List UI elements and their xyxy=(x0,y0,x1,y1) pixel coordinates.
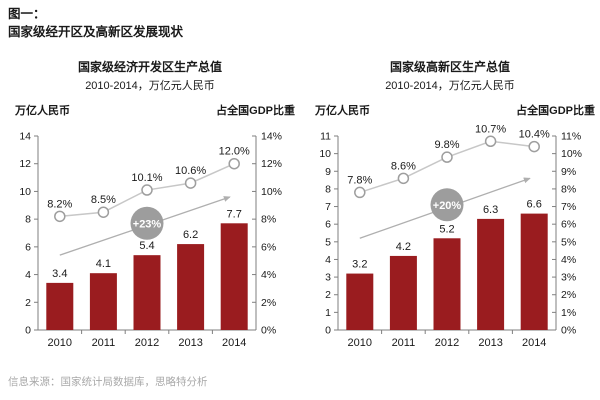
svg-text:1: 1 xyxy=(325,307,331,319)
svg-text:10%: 10% xyxy=(261,186,282,198)
svg-text:14%: 14% xyxy=(261,131,282,143)
svg-text:6.6: 6.6 xyxy=(527,199,542,211)
svg-text:4%: 4% xyxy=(561,254,576,266)
figure-title: 国家级经开区及高新区发展现状 xyxy=(8,23,184,39)
svg-text:2012: 2012 xyxy=(435,337,459,349)
svg-text:7: 7 xyxy=(325,201,331,213)
right-axis-label: 占全国GDP比重 xyxy=(516,105,595,117)
svg-text:+23%: +23% xyxy=(133,218,162,230)
svg-text:2: 2 xyxy=(325,289,331,301)
svg-text:12%: 12% xyxy=(261,158,282,170)
svg-text:1%: 1% xyxy=(561,307,576,319)
svg-text:4: 4 xyxy=(25,269,31,281)
axis-label-row: 万亿人民币 占全国GDP比重 xyxy=(0,102,300,118)
chart-economic-development-zones: 国家级经济开发区生产总值 2010-2014，万亿元人民币 万亿人民币 占全国G… xyxy=(0,58,300,365)
svg-text:2010: 2010 xyxy=(348,337,372,349)
left-axis-label: 万亿人民币 xyxy=(315,105,370,117)
svg-text:8: 8 xyxy=(325,183,331,195)
svg-text:0%: 0% xyxy=(561,325,576,337)
svg-text:10.6%: 10.6% xyxy=(175,165,206,177)
svg-text:6%: 6% xyxy=(261,241,276,253)
svg-text:5%: 5% xyxy=(561,236,576,248)
svg-text:2014: 2014 xyxy=(222,337,246,349)
svg-text:3: 3 xyxy=(325,272,331,284)
svg-text:3%: 3% xyxy=(561,272,576,284)
svg-text:2%: 2% xyxy=(561,289,576,301)
svg-text:5: 5 xyxy=(325,236,331,248)
svg-text:9: 9 xyxy=(325,166,331,178)
svg-text:8: 8 xyxy=(25,214,31,226)
svg-text:8%: 8% xyxy=(561,183,576,195)
svg-text:2012: 2012 xyxy=(135,337,159,349)
left-axis-label: 万亿人民币 xyxy=(15,105,70,117)
svg-text:12.0%: 12.0% xyxy=(219,146,250,158)
svg-text:2011: 2011 xyxy=(392,337,416,349)
svg-text:2013: 2013 xyxy=(178,337,202,349)
svg-text:6%: 6% xyxy=(561,219,576,231)
svg-text:10: 10 xyxy=(319,148,331,160)
svg-text:0%: 0% xyxy=(261,325,276,337)
chart-hightech-zones: 国家级高新区生产总值 2010-2014，万亿元人民币 万亿人民币 占全国GDP… xyxy=(300,58,600,365)
svg-text:10.1%: 10.1% xyxy=(131,172,162,184)
svg-text:8.5%: 8.5% xyxy=(91,194,116,206)
chart-plot-economic-development-zones: 0 2 4 6 8 10 12 14 0% 2% 4% 6% 8% 10% 12% 14% 2010 2011 20… xyxy=(19,131,282,350)
svg-text:6: 6 xyxy=(25,241,31,253)
right-axis-label: 占全国GDP比重 xyxy=(216,105,295,117)
svg-text:7.7: 7.7 xyxy=(227,208,242,220)
svg-text:10.7%: 10.7% xyxy=(475,123,506,135)
svg-text:4%: 4% xyxy=(261,269,276,281)
svg-text:4.1: 4.1 xyxy=(96,258,111,270)
axis-label-row: 万亿人民币 占全国GDP比重 xyxy=(300,102,600,118)
svg-text:9%: 9% xyxy=(561,166,576,178)
svg-text:10.4%: 10.4% xyxy=(519,129,550,141)
svg-text:2014: 2014 xyxy=(522,337,546,349)
svg-text:2: 2 xyxy=(25,297,31,309)
svg-text:8%: 8% xyxy=(261,214,276,226)
figure-label: 图一： xyxy=(8,6,46,21)
svg-text:8.6%: 8.6% xyxy=(391,160,416,172)
svg-text:10: 10 xyxy=(19,186,31,198)
svg-text:7%: 7% xyxy=(561,201,576,213)
svg-text:6.3: 6.3 xyxy=(483,204,498,216)
svg-text:+20%: +20% xyxy=(433,200,462,212)
charts-row: 国家级经济开发区生产总值 2010-2014，万亿元人民币 万亿人民币 占全国G… xyxy=(0,58,600,365)
svg-text:0: 0 xyxy=(325,325,331,337)
svg-text:4: 4 xyxy=(325,254,331,266)
svg-text:7.8%: 7.8% xyxy=(347,174,372,186)
svg-text:4.2: 4.2 xyxy=(396,241,411,253)
svg-text:2%: 2% xyxy=(261,297,276,309)
svg-text:11%: 11% xyxy=(561,131,581,143)
svg-text:11: 11 xyxy=(320,131,331,143)
svg-text:2013: 2013 xyxy=(478,337,502,349)
svg-text:12: 12 xyxy=(19,158,31,170)
source-note: 信息来源：国家统计局数据库，思略特分析 xyxy=(8,376,208,388)
svg-text:9.8%: 9.8% xyxy=(434,139,459,151)
chart-plot-hightech-zones: 0 1 2 3 4 5 6 7 8 9 10 11 0% 1% 2% 3% 4% 5% 6% 7% 8% 9% 10% 11%… xyxy=(319,123,582,349)
svg-text:14: 14 xyxy=(19,131,31,143)
svg-text:10%: 10% xyxy=(561,148,582,160)
svg-text:3.4: 3.4 xyxy=(52,268,67,280)
svg-text:6: 6 xyxy=(325,219,331,231)
svg-text:8.2%: 8.2% xyxy=(47,198,72,210)
chart-title: 国家级经济开发区生产总值 xyxy=(77,60,222,74)
chart-subtitle: 2010-2014，万亿元人民币 xyxy=(385,80,515,92)
figure-header: 图一： 国家级经开区及高新区发展现状 xyxy=(8,5,183,40)
svg-text:3.2: 3.2 xyxy=(352,259,367,271)
chart-title: 国家级高新区生产总值 xyxy=(389,60,510,74)
svg-text:0: 0 xyxy=(25,325,31,337)
svg-text:2010: 2010 xyxy=(48,337,72,349)
svg-text:5.4: 5.4 xyxy=(139,240,154,252)
svg-text:2011: 2011 xyxy=(92,337,116,349)
svg-text:5.2: 5.2 xyxy=(439,223,454,235)
svg-text:6.2: 6.2 xyxy=(183,229,198,241)
chart-subtitle: 2010-2014，万亿元人民币 xyxy=(85,80,215,92)
